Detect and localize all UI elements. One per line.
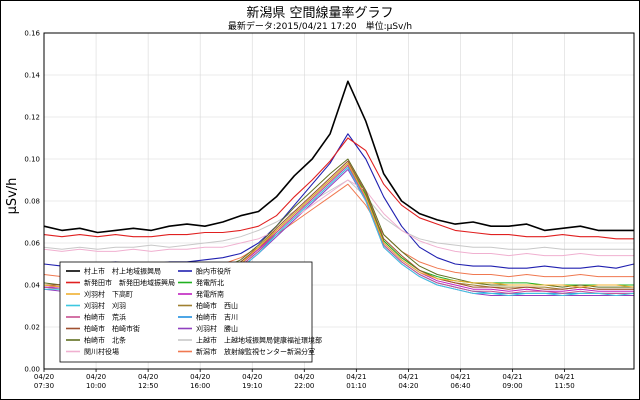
legend-entry: 柏崎市 柏崎市街: [84, 324, 140, 333]
legend-entry: 新潟市 放射線監視センター新潟分室: [196, 347, 315, 356]
x-axis: 04/2007:3004/2010:0004/2012:5004/2016:00…: [34, 369, 575, 390]
x-tick-time: 10:00: [86, 382, 106, 390]
y-tick-label: 0.00: [24, 366, 40, 374]
legend-entry: 新発田市 新発田地域振興局: [84, 278, 175, 287]
legend-entry: 刈羽村 下高町: [84, 290, 133, 299]
series-line: [43, 80, 634, 234]
chart-title: 新潟県 空間線量率グラフ: [246, 6, 394, 21]
x-tick-date: 04/20: [190, 373, 210, 381]
legend-entry: 柏崎市 北条: [84, 336, 126, 345]
legend-box: [59, 261, 313, 363]
y-tick-label: 0.02: [24, 324, 40, 332]
y-tick-label: 0.10: [24, 156, 40, 164]
legend-entry: 村上市 村上地域振興局: [84, 267, 161, 276]
x-tick-time: 12:50: [138, 382, 158, 390]
y-axis: 0.00 0.02 0.04 0.06 0.08 0.10 0.12 0.14 0.16: [24, 30, 40, 374]
legend-entry: 上越市 上越地域振興局健康福祉環境部: [196, 336, 322, 345]
x-tick-time: 01:10: [346, 382, 366, 390]
y-tick-label: 0.06: [24, 240, 40, 248]
y-tick-label: 0.04: [24, 282, 40, 290]
y-tick-label: 0.12: [24, 114, 40, 122]
legend-entry: 刈羽村 勝山: [196, 324, 238, 333]
y-tick-label: 0.08: [24, 198, 40, 206]
y-tick-label: 0.14: [24, 72, 40, 80]
legend-entry: 刈羽村 刈羽: [84, 301, 126, 310]
plot-border: [43, 32, 635, 370]
x-tick-date: 04/21: [398, 373, 418, 381]
x-tick-date: 04/20: [34, 373, 54, 381]
y-axis-label: μSv/h: [5, 178, 20, 215]
chart-subtitle: 最新データ:2015/04/21 17:20 単位:μSv/h: [227, 22, 413, 32]
legend-entry: 発電所北: [196, 278, 224, 287]
x-tick-time: 11:50: [554, 382, 574, 390]
x-tick-time: 22:00: [294, 382, 314, 390]
x-tick-date: 04/20: [138, 373, 158, 381]
x-tick-date: 04/21: [502, 373, 522, 381]
series-line: [43, 179, 634, 250]
x-tick-date: 04/20: [242, 373, 262, 381]
x-tick-date: 04/21: [346, 373, 366, 381]
legend-entry: 関川村役場: [84, 347, 119, 356]
x-tick-date: 04/21: [554, 373, 574, 381]
series-line: [43, 179, 634, 257]
legend-entry: 柏崎市 吉川: [196, 313, 238, 322]
y-tick-label: 0.16: [24, 30, 40, 38]
series-line: [43, 137, 634, 240]
legend-entry: 胎内市役所: [196, 267, 231, 276]
x-tick-date: 04/20: [294, 373, 314, 381]
legend-entry: 発電所南: [196, 290, 224, 299]
x-tick-date: 04/21: [450, 373, 470, 381]
x-tick-date: 04/20: [86, 373, 106, 381]
x-tick-time: 07:30: [34, 382, 54, 390]
x-tick-time: 06:40: [450, 382, 470, 390]
legend-entry: 柏崎市 荒浜: [84, 313, 126, 322]
x-tick-time: 16:00: [190, 382, 210, 390]
legend-entry: 柏崎市 西山: [196, 301, 238, 310]
x-tick-time: 09:00: [502, 382, 522, 390]
x-tick-time: 19:10: [242, 382, 262, 390]
x-tick-time: 04:20: [398, 382, 418, 390]
